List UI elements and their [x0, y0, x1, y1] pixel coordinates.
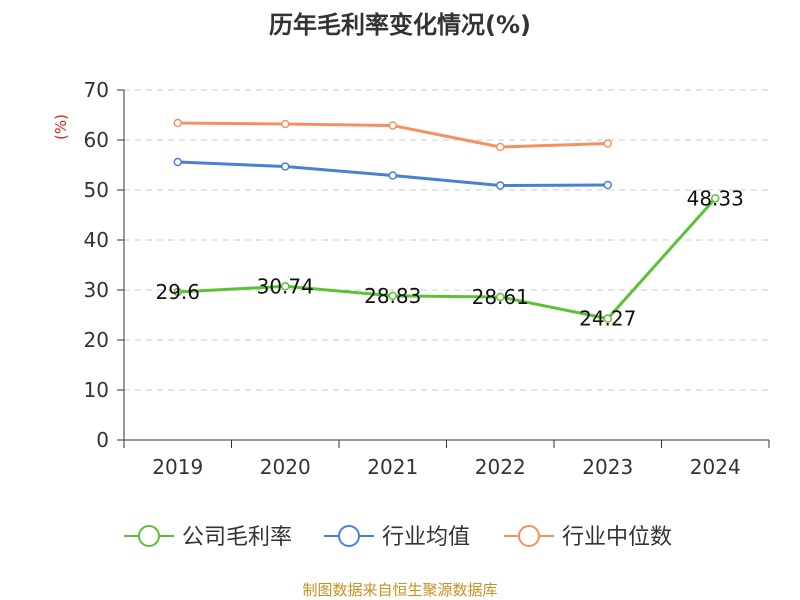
- x-tick-label: 2024: [690, 455, 741, 479]
- y-tick-label: 20: [84, 328, 109, 352]
- x-tick-label: 2021: [367, 455, 418, 479]
- data-label: 30.74: [257, 274, 314, 298]
- series-point: [173, 287, 182, 297]
- series-line: [177, 197, 717, 321]
- source-note: 制图数据来自恒生聚源数据库: [302, 581, 497, 599]
- data-label: 29.6: [155, 280, 200, 304]
- legend-marker: [338, 525, 360, 547]
- axes: 0 10 20 30 40 50 60 70 2019 2020 2021 2022 2023 2024: [84, 78, 770, 479]
- series-group: [173, 118, 720, 323]
- series-point: [388, 121, 397, 130]
- data-label: 28.83: [364, 284, 421, 308]
- legend-marker: [518, 525, 540, 547]
- x-tick-label: 2020: [260, 455, 311, 479]
- series-point: [281, 119, 290, 129]
- legend-label: 行业均值: [382, 525, 470, 550]
- y-tick-label: 70: [84, 78, 109, 102]
- y-tick-label: 40: [84, 228, 109, 252]
- chart-title: 历年毛利率变化情况(%): [269, 11, 531, 39]
- legend-label: 公司毛利率: [182, 525, 292, 550]
- legend-label: 行业中位数: [562, 525, 672, 550]
- series-point: [388, 291, 397, 301]
- y-tick-label: 0: [96, 428, 109, 452]
- legend-marker: [138, 525, 160, 547]
- y-tick-label: 50: [84, 178, 109, 202]
- series-point: [603, 139, 612, 148]
- y-axis-unit-label: (%): [52, 114, 70, 140]
- x-tick-label: 2023: [582, 455, 633, 479]
- data-label: 28.61: [472, 285, 529, 309]
- series-point: [281, 282, 290, 291]
- y-tick-label: 10: [84, 378, 109, 402]
- series-point: [711, 194, 720, 203]
- legend-item[interactable]: 公司毛利率: [124, 525, 292, 550]
- legend-item[interactable]: 行业均值: [324, 525, 470, 550]
- y-tick-label: 30: [84, 278, 109, 302]
- gridlines: [124, 89, 769, 391]
- data-label: 24.27: [579, 307, 636, 331]
- series-point: [496, 181, 505, 190]
- legend-item[interactable]: 行业中位数: [504, 525, 672, 550]
- series-point: [388, 171, 397, 180]
- data-labels: 29.6 30.74 28.83 28.61 24.27 48.33: [155, 186, 743, 330]
- series-point: [603, 314, 612, 323]
- series-point: [603, 180, 612, 190]
- data-label: 48.33: [687, 186, 744, 210]
- legend[interactable]: 公司毛利率 行业均值 行业中位数: [124, 525, 672, 550]
- x-tick-label: 2022: [475, 455, 526, 479]
- y-tick-label: 60: [84, 128, 109, 152]
- series-point: [496, 142, 505, 152]
- x-tick-label: 2019: [152, 455, 203, 479]
- series-point: [173, 157, 182, 167]
- series-point: [173, 118, 182, 128]
- series-point: [496, 292, 505, 302]
- series-point: [281, 162, 290, 171]
